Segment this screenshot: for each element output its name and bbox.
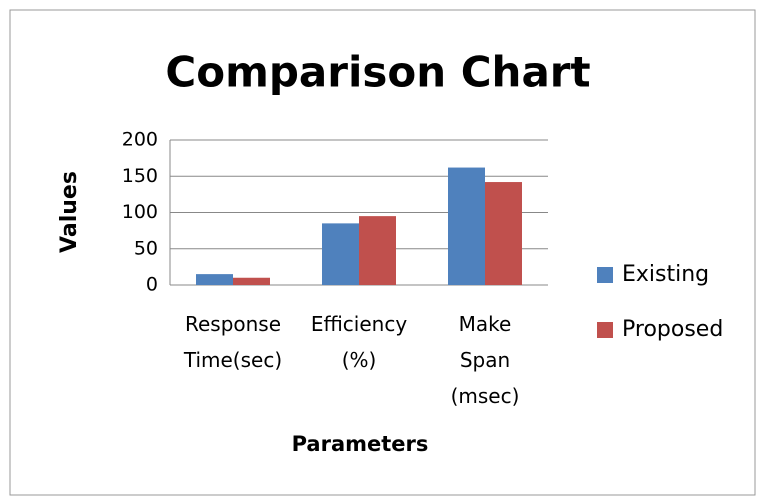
- bar: [196, 274, 233, 285]
- chart-title: Comparison Chart: [165, 48, 590, 97]
- y-tick-label: 150: [122, 165, 158, 187]
- legend-label: Proposed: [622, 317, 723, 342]
- y-tick-label: 50: [134, 237, 158, 259]
- bar: [359, 216, 396, 285]
- y-axis-label: Values: [57, 171, 82, 253]
- y-tick-label: 0: [146, 274, 158, 296]
- y-tick-label: 200: [122, 129, 158, 151]
- x-tick-label: Make Span (msec): [451, 312, 520, 408]
- x-tick-label: Efficiency (%): [311, 312, 408, 372]
- bar: [322, 223, 359, 285]
- y-tick-label: 100: [122, 201, 158, 223]
- x-axis-label: Parameters: [292, 432, 429, 456]
- bar: [448, 167, 485, 285]
- legend-label: Existing: [622, 262, 709, 287]
- legend-swatch: [597, 322, 613, 338]
- legend-swatch: [597, 267, 613, 283]
- x-tick-label: Response Time(sec): [183, 312, 282, 372]
- bar: [485, 182, 522, 285]
- bar: [233, 277, 270, 285]
